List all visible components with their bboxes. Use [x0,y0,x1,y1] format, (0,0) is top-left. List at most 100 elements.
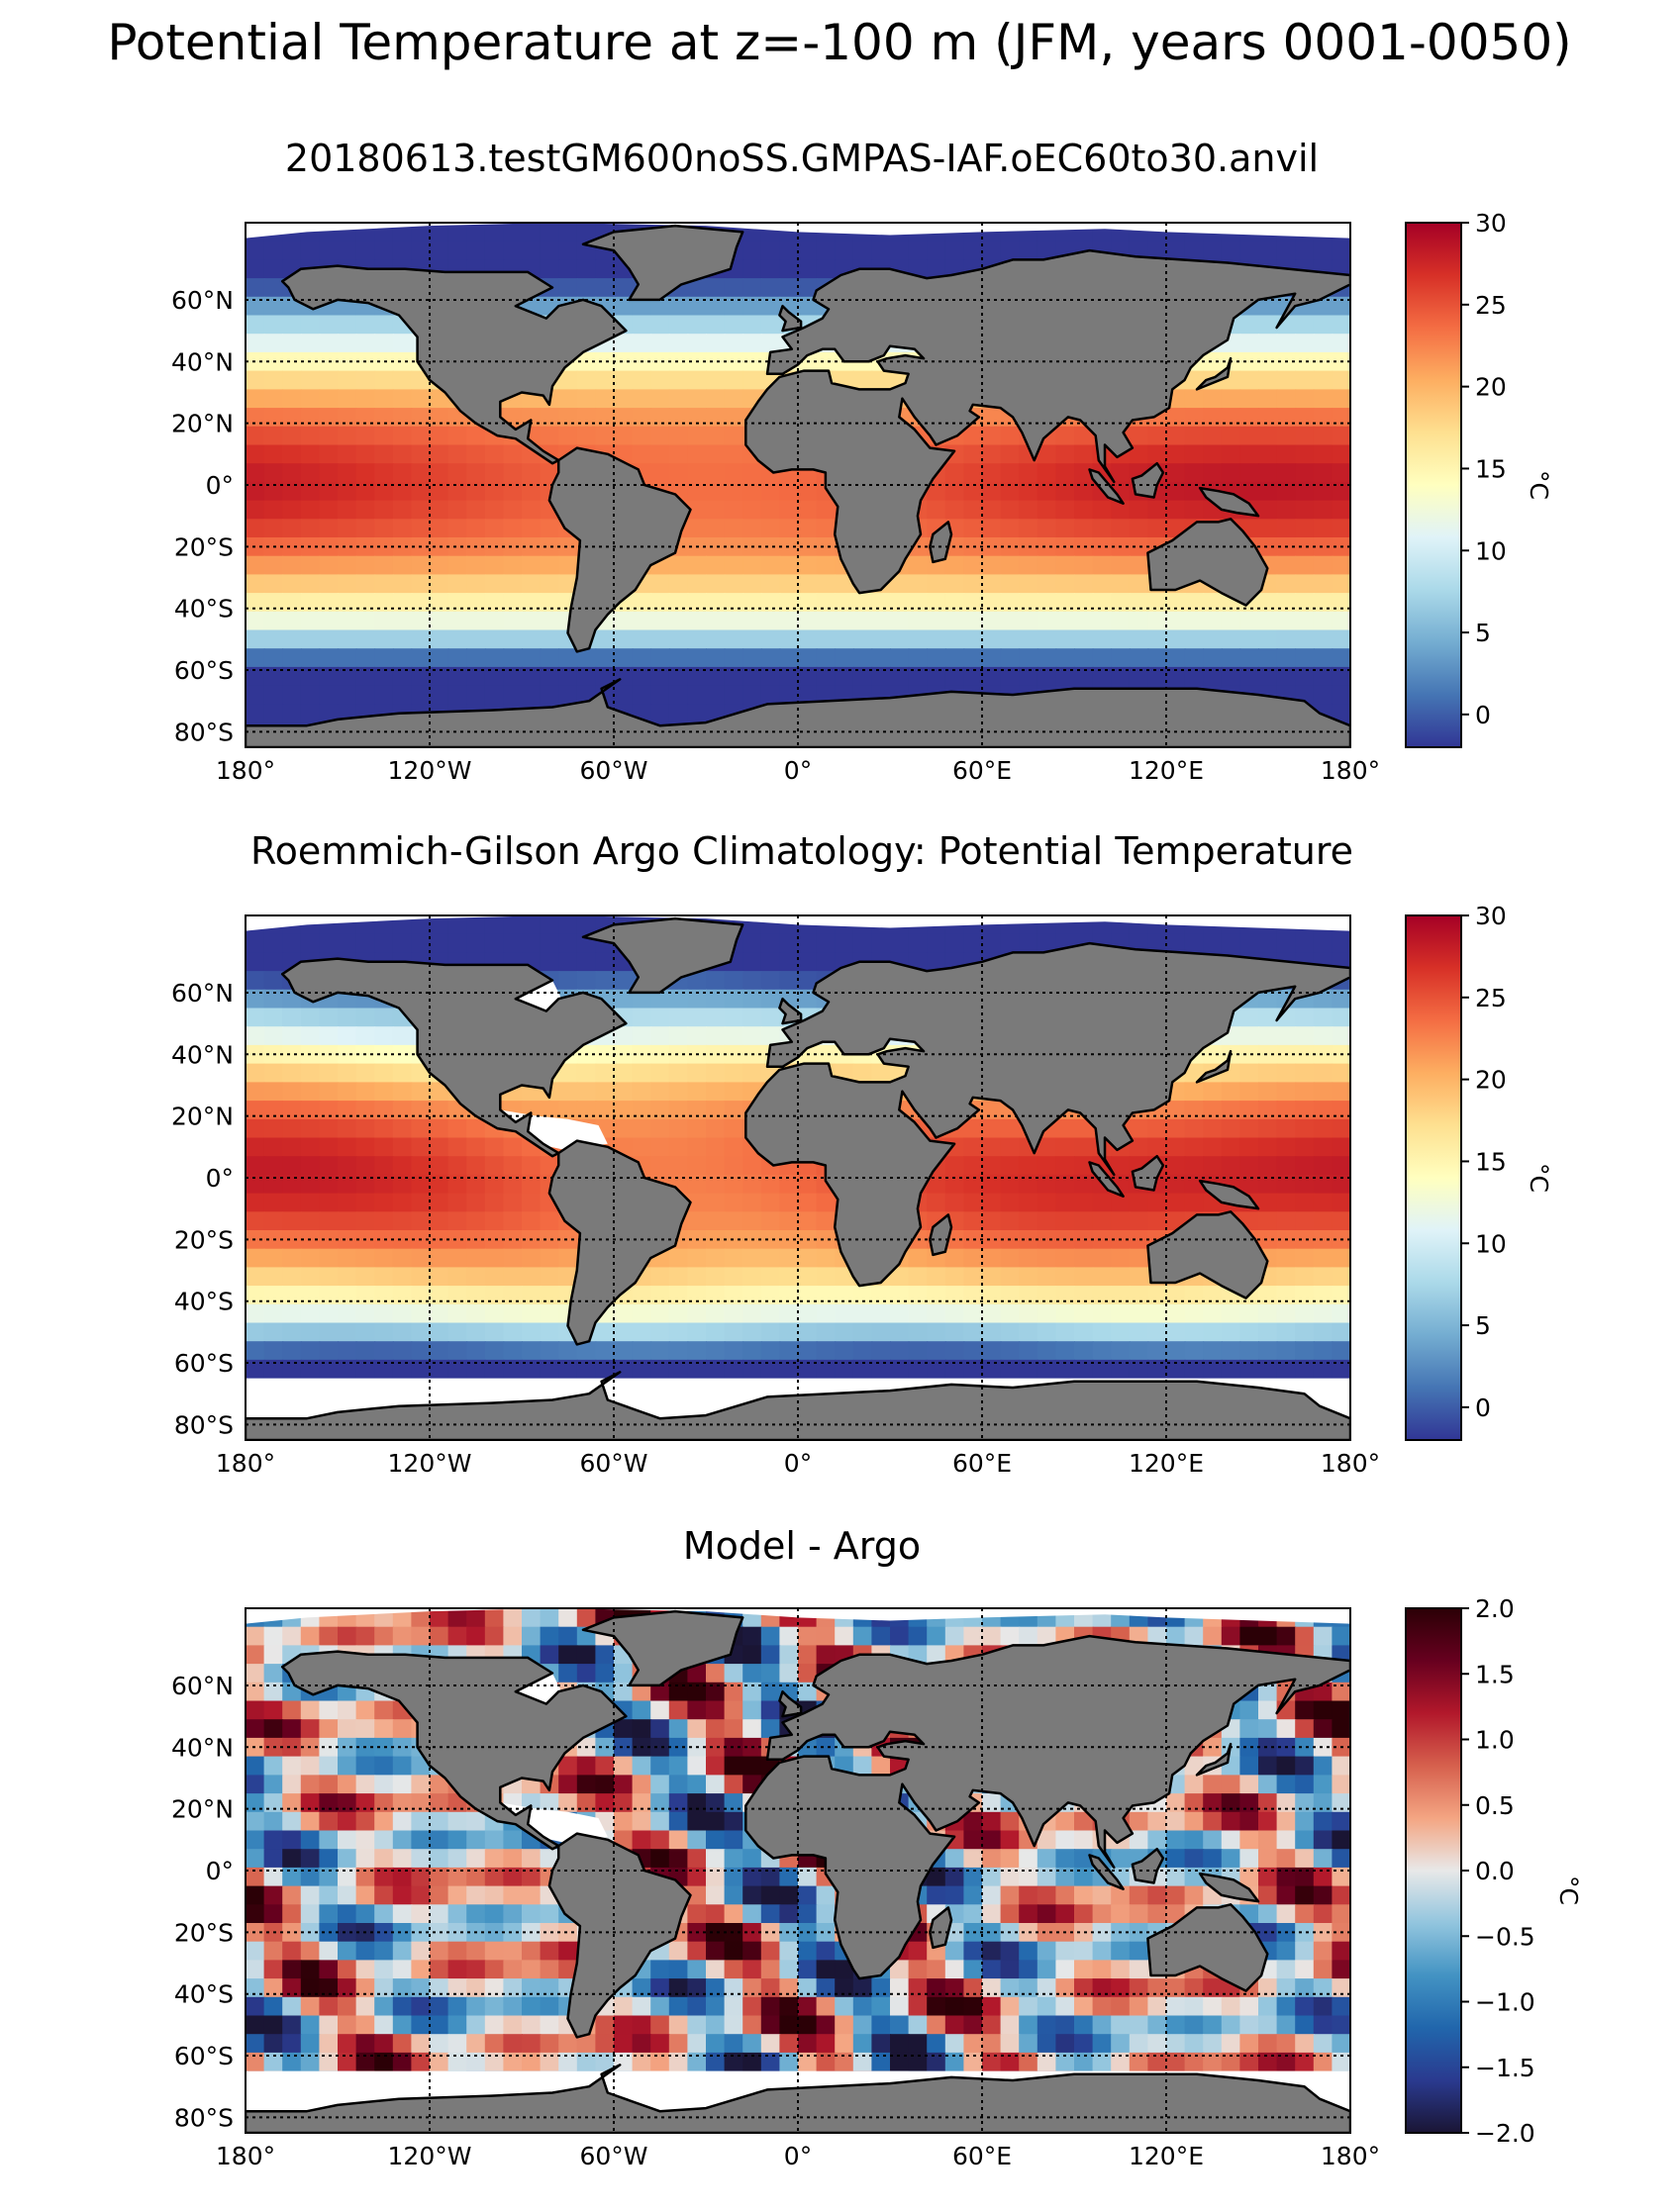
axes-frame [245,914,1351,1441]
panel-2-chart: 180° 120°W 60°W 0° 60°E 120°E 180° 60°N 40°N 20°N… [171,902,1553,1478]
land-mass [1146,518,1269,607]
land-mass [1088,1161,1125,1198]
x-tick-label: 0° [784,756,812,785]
x-tick-label: 60°E [952,756,1012,785]
land-mass [547,1139,692,1346]
land-mass [1088,468,1125,505]
land-mass [1195,356,1233,391]
land-mass [1146,1210,1269,1299]
x-tick-label: 180° [216,756,275,785]
y-tick-label: 60°N [171,1672,234,1700]
land-mass [246,1371,1350,1440]
axes-frame [245,222,1351,748]
figure-suptitle: Potential Temperature at z=-100 m (JFM, … [107,14,1572,71]
colorbar-tick-label: −1.0 [1475,1988,1535,2017]
land-mass [246,678,1350,747]
land-mass [581,224,744,302]
y-tick-label: 20°N [171,1103,234,1131]
colorbar-tick-label: 20 [1475,373,1507,402]
land-mass [778,304,803,333]
colorbar [1405,914,1462,1441]
land-mass [929,1906,953,1950]
land-mass [1146,1903,1269,1992]
y-tick-label: 0° [206,471,234,500]
y-tick-label: 40°S [174,595,234,624]
x-tick-label: 120°E [1129,1449,1204,1478]
colorbar-label: °C [1554,1875,1583,1905]
colorbar-tick-label: 0 [1475,1394,1491,1422]
y-tick-label: 40°S [174,1288,234,1316]
land-mass [280,1650,628,1851]
land-mass [1131,1154,1165,1192]
land-mass [1195,1742,1233,1777]
land-mass [1088,1854,1125,1890]
y-tick-label: 20°S [174,1225,234,1254]
y-tick-label: 80°S [174,1410,234,1439]
colorbar-tick-label: 15 [1475,454,1507,483]
colorbar-tick-label: 0 [1475,701,1491,729]
panel-3-chart: 180° 120°W 60°W 0° 60°E 120°E 180° 60°N 40°N 20°N… [171,1594,1583,2170]
colorbar [1405,222,1462,748]
y-tick-label: 40°S [174,1980,234,2009]
x-tick-label: 120°E [1129,2142,1204,2170]
colorbar-tick-label: 30 [1475,902,1507,930]
land-mass [929,1213,953,1257]
y-tick-label: 60°N [171,286,234,315]
colorbar-tick-label: 10 [1475,1229,1507,1258]
y-tick-label: 80°S [174,2103,234,2132]
y-tick-label: 60°S [174,656,234,685]
land-mass [547,1832,692,2039]
panel-2-title: Roemmich-Gilson Argo Climatology: Potent… [249,829,1354,873]
colorbar-tick-label: −0.5 [1475,1922,1535,1951]
land-mass [581,916,744,995]
land-mass [778,997,803,1025]
land-mass [1198,1872,1260,1903]
colorbar-tick-label: −2.0 [1475,2119,1535,2148]
colorbar-tick-label: 5 [1475,1311,1491,1340]
land-mass [280,957,628,1158]
x-tick-label: 60°E [952,2142,1012,2170]
x-tick-label: 60°E [952,1449,1012,1478]
y-tick-label: 0° [206,1164,234,1193]
land-mass [1198,486,1260,518]
x-tick-label: 0° [784,1449,812,1478]
colorbar [1405,1607,1462,2134]
y-tick-label: 80°S [174,718,234,746]
x-tick-label: 0° [784,2142,812,2170]
colorbar-tick-label: 10 [1475,536,1507,565]
land-mass [547,446,692,653]
y-tick-label: 20°S [174,1918,234,1947]
colorbar-tick-label: 25 [1475,291,1507,320]
x-tick-label: 180° [216,2142,275,2170]
colorbar-tick-label: 2.0 [1475,1594,1515,1623]
colorbar-label: °C [1525,470,1553,500]
land-mass [929,521,953,564]
x-tick-label: 180° [1321,1449,1380,1478]
y-tick-label: 40°N [171,1040,234,1069]
y-tick-label: 40°N [171,1733,234,1762]
x-tick-label: 60°W [579,2142,647,2170]
colorbar-tick-label: 0.0 [1475,1857,1515,1885]
colorbar-tick-label: 1.5 [1475,1660,1515,1688]
y-tick-label: 60°S [174,1349,234,1378]
land-mass [1198,1179,1260,1210]
land-mass [280,264,628,465]
land-mass [1195,1049,1233,1084]
map-field [246,223,1350,747]
panel-3-title: Model - Argo [682,1524,922,1568]
axes-frame [245,1607,1351,2134]
y-tick-label: 0° [206,1857,234,1885]
y-tick-label: 60°S [174,2042,234,2070]
land-mass [1131,461,1165,499]
y-tick-label: 20°N [171,1795,234,1824]
y-tick-label: 20°N [171,410,234,438]
colorbar-tick-label: 25 [1475,984,1507,1012]
panel-1-chart: 180° 120°W 60°W 0° 60°E 120°E 180° 60°N 40°N 20°N… [171,209,1553,785]
y-tick-label: 40°N [171,347,234,376]
colorbar-tick-label: 30 [1475,209,1507,238]
x-tick-label: 120°W [388,756,472,785]
colorbar-tick-label: 20 [1475,1066,1507,1095]
x-tick-label: 60°W [579,1449,647,1478]
land-mass [1131,1847,1165,1884]
x-tick-label: 180° [1321,2142,1380,2170]
